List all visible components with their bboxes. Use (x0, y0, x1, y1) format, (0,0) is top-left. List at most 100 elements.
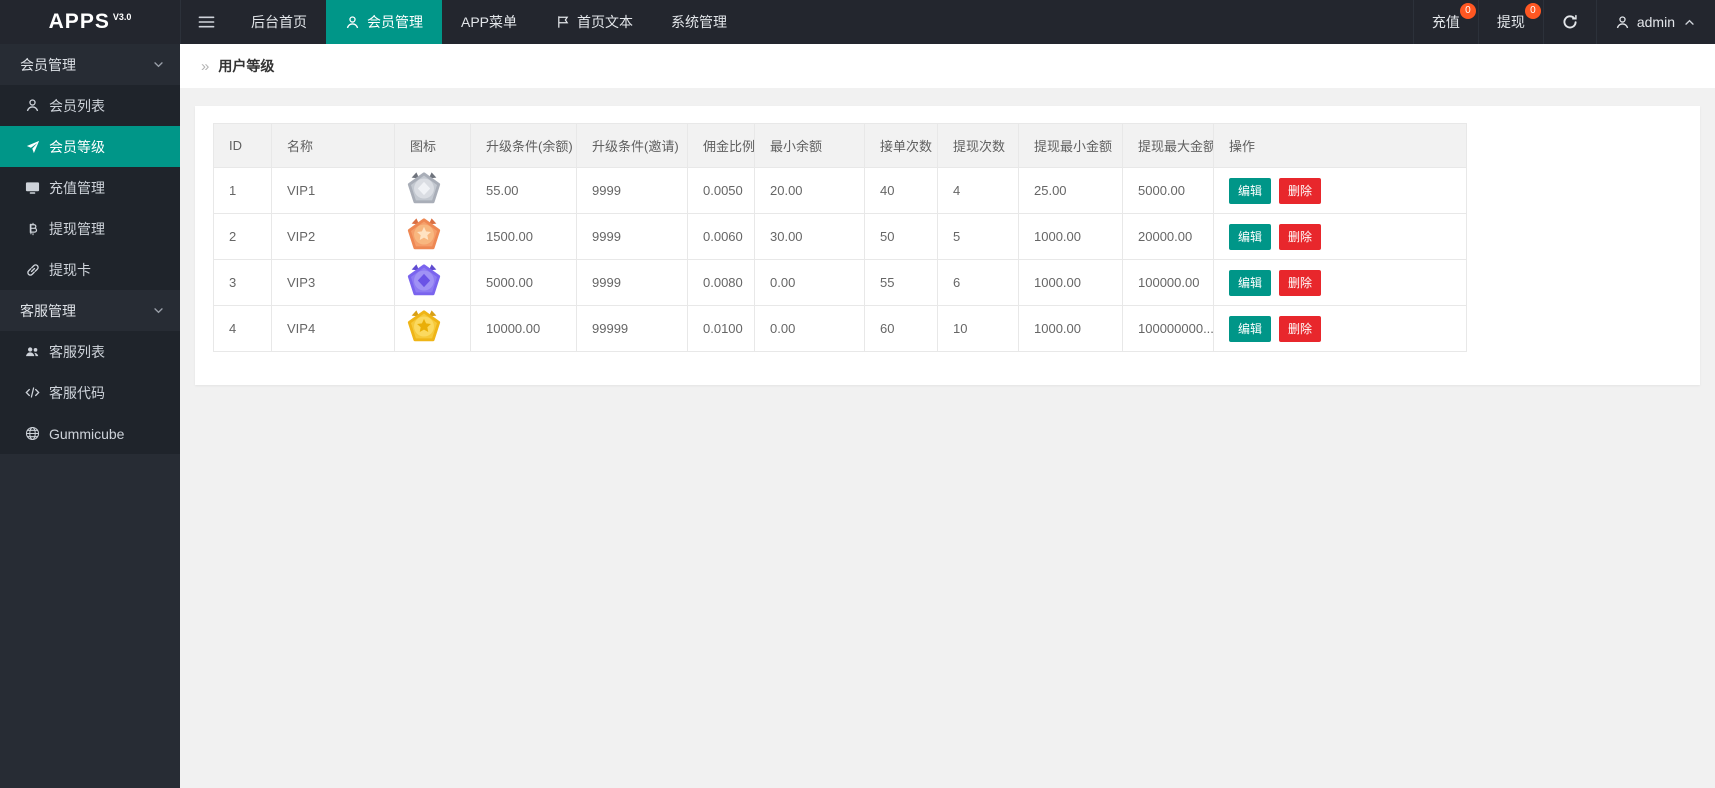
cell-withdraw_count: 4 (937, 167, 1019, 214)
delete-button[interactable]: 删除 (1279, 315, 1322, 342)
user-level-table: ID 名称 图标 升级条件(余额) 升级条件(邀请) 佣金比例 最小余额 接单次数 提现次数 提现… (213, 123, 1467, 352)
code-icon (25, 385, 40, 400)
content-card: ID 名称 图标 升级条件(余额) 升级条件(邀请) 佣金比例 最小余额 接单次数 提现次数 提现… (195, 106, 1700, 385)
topnav-item-4[interactable]: 系统管理 (652, 0, 746, 44)
app-logo: APPS V3.0 (0, 0, 180, 44)
cell-value: 50 (880, 229, 895, 244)
cell-withdraw_count: 5 (937, 213, 1019, 260)
sidebar-item-1[interactable]: 会员列表 (0, 85, 180, 126)
cell-order_count: 55 (864, 259, 938, 306)
sidebar-item-label: 客服代码 (49, 384, 105, 401)
sidebar-section-6[interactable]: 客服管理 (0, 290, 180, 331)
cell-icon (394, 167, 471, 214)
column-header-label: 图标 (410, 139, 437, 154)
cell-value: 5 (953, 229, 961, 244)
cell-value: 5000.00 (486, 275, 533, 290)
topnav-item-1[interactable]: 会员管理 (326, 0, 442, 44)
withdraw-label: 提现 (1496, 14, 1525, 30)
user-icon (25, 98, 40, 113)
sidebar-section-label: 会员管理 (20, 56, 76, 73)
chevron-up-icon (1681, 14, 1697, 30)
cell-actions: 编辑 删除 (1213, 305, 1467, 352)
cell-withdraw_min: 1000.00 (1018, 305, 1123, 352)
column-header-label: 接单次数 (880, 139, 933, 154)
cell-value: 0.0060 (703, 229, 743, 244)
column-header-label: 提现次数 (953, 139, 1006, 154)
cell-value: 99999 (592, 321, 629, 336)
cell-name: VIP1 (271, 167, 395, 214)
column-header-label: 最小余额 (770, 139, 823, 154)
cell-value: VIP2 (287, 229, 316, 244)
cell-min_balance: 30.00 (754, 213, 865, 260)
recharge-label: 充值 (1431, 14, 1460, 30)
edit-button[interactable]: 编辑 (1229, 315, 1272, 342)
refresh-icon (1562, 14, 1578, 30)
sidebar-item-label: 提现卡 (49, 261, 91, 278)
topnav-item-label: 首页文本 (577, 14, 634, 30)
column-header-order_count: 接单次数 (864, 123, 938, 168)
cell-value: VIP3 (287, 275, 316, 290)
hamburger-icon (198, 15, 215, 29)
send-icon (25, 139, 40, 154)
cell-value: 4 (953, 183, 961, 198)
edit-button[interactable]: 编辑 (1229, 177, 1272, 204)
edit-button[interactable]: 编辑 (1229, 269, 1272, 296)
sidebar-item-5[interactable]: 提现卡 (0, 249, 180, 290)
app-logo-version: V3.0 (112, 12, 132, 22)
column-header-id: ID (213, 123, 272, 168)
sidebar-collapse-toggle[interactable] (180, 0, 232, 44)
column-header-withdraw_max: 提现最大金额 (1122, 123, 1214, 168)
sidebar-item-4[interactable]: 提现管理 (0, 208, 180, 249)
cell-commission_rate: 0.0050 (687, 167, 755, 214)
cell-withdraw_count: 6 (937, 259, 1019, 306)
sidebar-section-0[interactable]: 会员管理 (0, 44, 180, 85)
cell-value: 1000.00 (1034, 275, 1081, 290)
withdraw-badge: 0 (1524, 3, 1541, 19)
topnav-item-label: 后台首页 (251, 14, 307, 30)
sidebar-item-2[interactable]: 会员等级 (0, 126, 180, 167)
cell-value: 4 (229, 321, 237, 336)
column-header-upgrade_balance: 升级条件(余额) (470, 123, 577, 168)
sidebar-item-9[interactable]: Gummicube (0, 413, 180, 454)
sidebar-item-label: 会员列表 (49, 97, 105, 114)
delete-button[interactable]: 删除 (1279, 223, 1322, 250)
app-logo-text: APPS (48, 10, 110, 33)
chevron-down-icon (153, 305, 164, 316)
medal-orange-icon (405, 216, 443, 254)
sidebar-item-label: Gummicube (49, 425, 125, 442)
cell-value: 9999 (592, 229, 621, 244)
cell-withdraw_max: 100000000... (1122, 305, 1214, 352)
column-header-label: 升级条件(邀请) (592, 139, 679, 154)
column-header-withdraw_min: 提现最小金额 (1018, 123, 1123, 168)
topnav-item-2[interactable]: APP菜单 (442, 0, 536, 44)
cell-id: 1 (213, 167, 272, 214)
sidebar-item-8[interactable]: 客服代码 (0, 372, 180, 413)
withdraw-button[interactable]: 提现 0 (1477, 0, 1543, 44)
delete-button[interactable]: 删除 (1279, 269, 1322, 296)
admin-menu[interactable]: admin (1595, 0, 1715, 44)
topnav-item-0[interactable]: 后台首页 (232, 0, 326, 44)
topnav-item-3[interactable]: 首页文本 (536, 0, 652, 44)
cell-value: 100000000... (1138, 321, 1214, 336)
users-icon (25, 344, 40, 359)
refresh-button[interactable] (1542, 0, 1596, 44)
cell-commission_rate: 0.0080 (687, 259, 755, 306)
cell-withdraw_min: 25.00 (1018, 167, 1123, 214)
column-header-commission_rate: 佣金比例 (687, 123, 755, 168)
column-header-label: 升级条件(余额) (486, 139, 573, 154)
cell-value: VIP4 (287, 321, 316, 336)
cell-upgrade_invite: 9999 (576, 213, 688, 260)
cell-value: 60 (880, 321, 895, 336)
sidebar-item-7[interactable]: 客服列表 (0, 331, 180, 372)
recharge-button[interactable]: 充值 0 (1412, 0, 1478, 44)
cell-actions: 编辑 删除 (1213, 167, 1467, 214)
chevron-down-icon (153, 59, 164, 70)
cell-value: 40 (880, 183, 895, 198)
cell-value: 0.00 (770, 321, 796, 336)
sidebar-item-3[interactable]: 充值管理 (0, 167, 180, 208)
cell-upgrade_balance: 55.00 (470, 167, 577, 214)
delete-button[interactable]: 删除 (1279, 177, 1322, 204)
cell-icon (394, 259, 471, 306)
table-row: 2 VIP2 1500.00 9999 0.0060 30.00 50 5 1000.00 200… (213, 213, 1467, 260)
edit-button[interactable]: 编辑 (1229, 223, 1272, 250)
